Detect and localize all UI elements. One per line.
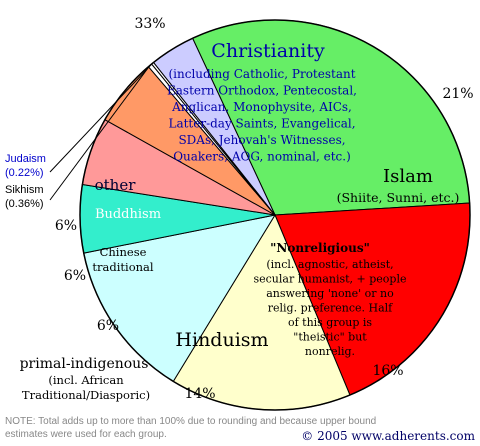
label-chinese: traditional [92,260,154,274]
label-chinese: Chinese [100,245,147,259]
copyright-notice: © 2005 www.adherents.com [301,429,475,443]
pct-judaism-value: (0.22%) [5,167,44,179]
pct-buddhism: 6% [55,218,77,234]
sublabel-primal: (incl. African [48,373,124,387]
pct-islam: 21% [442,86,473,102]
footnote-line-1: NOTE: Total adds up to more than 100% du… [5,416,376,427]
slice-labels: Christianity (including Catholic, Protest… [5,16,474,402]
label-buddhism: Buddhism [95,207,161,222]
label-christianity: Christianity [211,40,325,62]
chart-footer: NOTE: Total adds up to more than 100% du… [5,416,476,443]
pie-slices [79,19,471,411]
footnote-line-2: estimates were used for each group. [5,429,167,440]
label-hinduism: Hinduism [175,329,268,351]
label-primal: primal-indigenous [20,356,149,372]
sublabel-christianity: (including Catholic, Protestant [168,67,355,81]
label-other: other [95,176,137,194]
pct-sikhism-value: (0.36%) [5,198,44,210]
sublabel-nonreligious: of this group is [288,316,372,329]
pct-christianity: 33% [134,16,165,32]
label-judaism: Judaism [5,153,46,165]
pct-hinduism: 14% [184,386,215,402]
sublabel-primal: Traditional/Diasporic) [22,388,150,402]
label-sikhism: Sikhism [5,184,44,196]
sublabel-christianity: Eastern Orthodox, Pentecostal, [167,84,357,98]
label-nonreligious: "Nonreligious" [270,241,370,255]
sublabel-islam: (Shiite, Sunni, etc.) [337,190,460,205]
sublabel-nonreligious: (incl. agnostic, atheist, [266,258,393,271]
sublabel-nonreligious: relig. preference. Half [268,302,393,315]
sublabel-christianity: Latter-day Saints, Evangelical, [168,117,355,131]
pct-primal: 6% [97,318,119,334]
sublabel-nonreligious: "theistic" but [293,331,367,344]
leader-line-judaism [49,62,153,173]
pct-chinese: 6% [64,268,86,284]
label-islam: Islam [383,166,433,187]
pct-nonreligious: 16% [372,363,403,379]
sublabel-christianity: Quakers, AOG, nominal, etc.) [173,150,351,164]
leader-line-sikhism [49,65,151,201]
sublabel-nonreligious: answering 'none' or no [266,287,394,300]
sublabel-christianity: Anglican, Monophysite, AICs, [171,100,352,114]
sublabel-nonreligious: secular humanist, + people [253,273,406,286]
sublabel-nonreligious: nonrelig. [305,345,355,358]
pie-outline [79,19,471,411]
sublabel-christianity: SDAs, Jehovah's Witnesses, [178,133,345,147]
leader-lines [49,62,153,201]
